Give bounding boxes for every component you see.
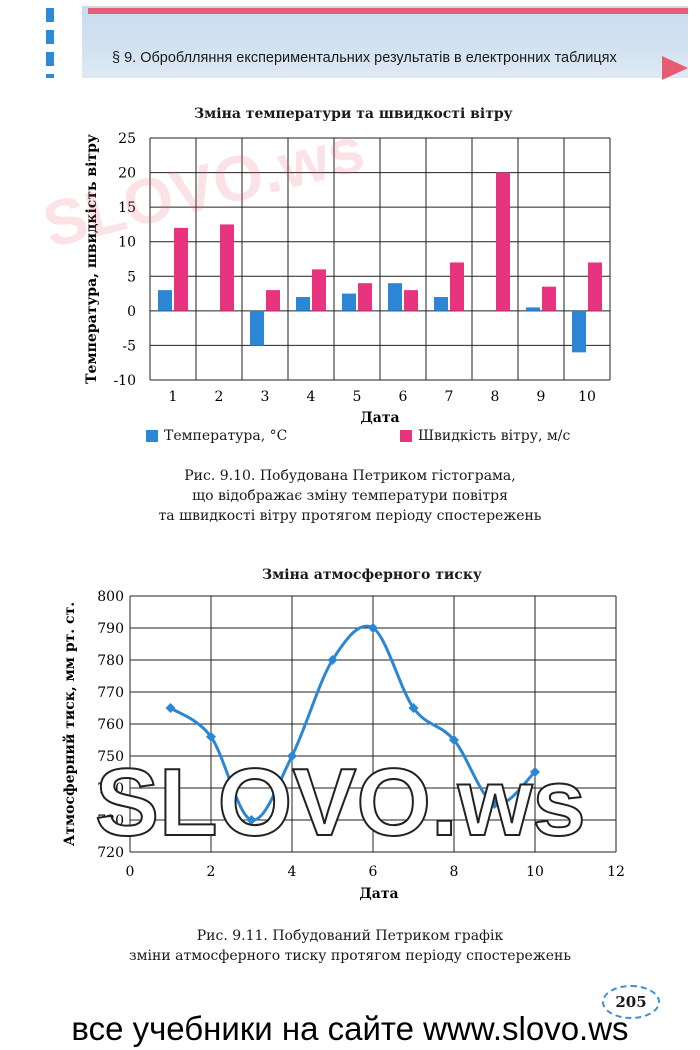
bar-temperature	[526, 307, 540, 311]
legend-temperature-label: Температура, °C	[164, 428, 288, 444]
chart1-title: Зміна температури та швидкості вітру	[194, 106, 513, 122]
bar-wind	[220, 224, 234, 311]
legend-wind-swatch	[400, 430, 412, 442]
watermark-outline: SLOVO.ws	[94, 748, 587, 857]
x-tick-label: 3	[261, 389, 270, 405]
data-point	[449, 735, 459, 745]
data-point	[246, 815, 257, 825]
x-tick-label: 4	[288, 864, 297, 880]
bar-wind	[266, 290, 280, 311]
y-tick-label: 20	[118, 166, 136, 182]
x-tick-label: 2	[215, 389, 224, 405]
x-tick-label: 1	[169, 389, 178, 405]
series-line	[169, 624, 537, 822]
header-arrow-icon	[662, 56, 688, 80]
legend-temperature-swatch	[146, 430, 158, 442]
data-point	[327, 655, 338, 665]
chart2-title: Зміна атмосферного тиску	[262, 567, 482, 583]
x-tick-label: 9	[537, 389, 546, 405]
y-axis-label: Атмосферний тиск, мм рт. ст.	[61, 602, 78, 846]
bar-temperature	[342, 293, 356, 311]
x-tick-label: 7	[445, 389, 454, 405]
legend-wind: Швидкість вітру, м/с	[400, 428, 570, 444]
figure2-caption: Рис. 9.11. Побудований Петриком графік з…	[60, 926, 640, 966]
bar-temperature	[572, 310, 586, 353]
data-point	[206, 731, 216, 742]
figure1-caption: Рис. 9.10. Побудована Петриком гістограм…	[100, 466, 600, 526]
y-tick-label: 770	[97, 685, 124, 701]
bar-wind	[496, 172, 510, 311]
x-tick-label: 4	[307, 389, 316, 405]
x-axis-label: Дата	[359, 886, 398, 902]
y-tick-label: 25	[118, 131, 136, 147]
y-tick-label: 10	[118, 235, 136, 251]
section-title: § 9. Оброблляння експериментальних резул…	[112, 50, 617, 66]
y-tick-label: 5	[127, 269, 136, 285]
x-tick-label: 10	[578, 389, 596, 405]
bar-temperature	[388, 283, 402, 311]
bar-wind	[542, 286, 556, 311]
x-tick-label: 12	[607, 864, 625, 880]
data-point	[530, 767, 540, 777]
x-tick-label: 10	[526, 864, 544, 880]
bar-wind	[358, 283, 372, 311]
legend-wind-label: Швидкість вітру, м/с	[418, 428, 571, 444]
header-banner	[82, 6, 688, 78]
x-tick-label: 8	[450, 864, 459, 880]
y-tick-label: 730	[97, 813, 124, 829]
bar-chart: 25 20 15 10 5 0 -5 -10 1 2 3 4 5 6 7 8 9 10 Дата Температур…	[84, 131, 611, 426]
y-tick-label: 0	[127, 304, 136, 320]
legend-temperature: Температура, °C	[146, 428, 287, 444]
y-tick-label: 790	[97, 621, 124, 637]
header-stripe	[88, 8, 688, 14]
bar-temperature	[250, 310, 264, 346]
margin-decoration	[46, 8, 54, 78]
bar-temperature	[296, 297, 310, 311]
y-tick-label: 780	[97, 653, 124, 669]
figure2-caption-line: Рис. 9.11. Побудований Петриком графік	[196, 928, 504, 944]
y-tick-label: 750	[97, 749, 124, 765]
x-tick-label: 6	[399, 389, 408, 405]
x-tick-label: 2	[207, 864, 216, 880]
x-axis-label: Дата	[360, 410, 399, 426]
x-tick-label: 5	[353, 389, 362, 405]
bar-temperature	[158, 290, 172, 311]
x-tick-label: 0	[126, 864, 135, 880]
y-tick-label: 720	[97, 845, 124, 861]
x-tick-label: 8	[491, 389, 500, 405]
footer-text: все учебники на сайте www.slovo.ws	[71, 1010, 629, 1047]
y-tick-label: -5	[122, 338, 136, 354]
y-tick-label: 760	[97, 717, 124, 733]
figure1-caption-line: що відображає зміну температури повітря	[192, 488, 508, 504]
page-number: 205	[602, 985, 660, 1019]
y-tick-label: 15	[118, 200, 136, 216]
bar-wind	[588, 262, 602, 311]
y-tick-label: 800	[97, 589, 124, 605]
y-tick-label: 740	[97, 781, 124, 797]
data-point	[408, 703, 419, 713]
data-point	[368, 623, 378, 633]
y-axis-label: Температура, швидкість вітру	[84, 134, 100, 384]
figure1-caption-line: Рис. 9.10. Побудована Петриком гістограм…	[184, 468, 516, 484]
figure1-caption-line: та швидкості вітру протягом періоду спос…	[158, 508, 542, 524]
figure2-caption-line: зміни атмосферного тиску протягом період…	[129, 948, 571, 964]
bar-wind	[404, 290, 418, 311]
bar-wind	[312, 269, 326, 311]
data-point	[287, 751, 297, 761]
bar-temperature	[434, 297, 448, 311]
bar-wind	[174, 227, 188, 311]
data-point	[165, 703, 176, 713]
x-tick-label: 6	[369, 864, 378, 880]
data-point	[489, 799, 500, 809]
y-tick-label: -10	[113, 373, 136, 389]
bar-wind	[450, 262, 464, 311]
